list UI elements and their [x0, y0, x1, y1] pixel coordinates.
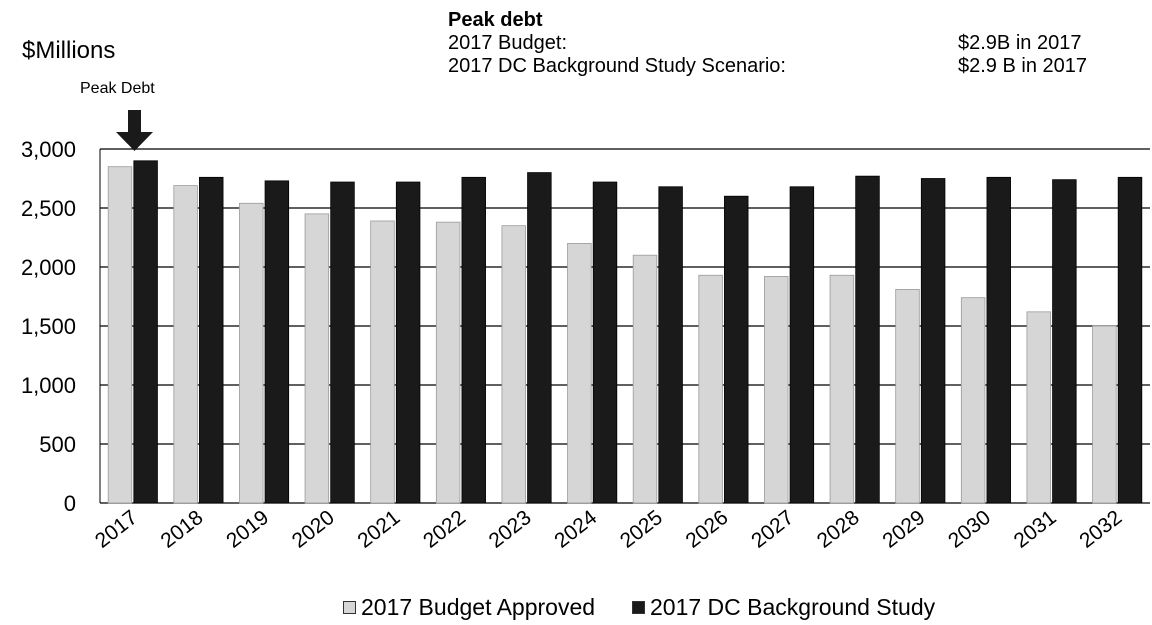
bar-dc-background-study — [920, 178, 946, 504]
bar-dc-background-study — [1052, 179, 1077, 504]
bar-budget-approved — [1026, 311, 1051, 504]
bar-budget-approved — [895, 289, 920, 504]
legend-swatch-budget — [343, 601, 356, 614]
bars-layer — [107, 160, 1143, 504]
x-tick-label: 2021 — [353, 506, 404, 553]
x-tick-label: 2019 — [222, 506, 273, 553]
bar-budget-approved — [173, 185, 198, 504]
x-tick-label: 2026 — [682, 506, 733, 553]
bar-budget-approved — [829, 274, 855, 504]
y-tick-label: 0 — [64, 491, 76, 516]
x-tick-label: 2028 — [813, 506, 864, 553]
peak-debt-annotation: Peak Debt — [80, 80, 155, 97]
bar-budget-approved — [435, 221, 461, 504]
x-tick-label: 2018 — [157, 506, 208, 553]
bar-budget-approved — [1092, 325, 1117, 504]
bar-dc-background-study — [724, 195, 749, 504]
bar-budget-approved — [764, 276, 789, 504]
x-tick-label: 2025 — [616, 506, 667, 553]
bar-dc-background-study — [461, 176, 486, 504]
x-tick-label: 2017 — [91, 506, 142, 553]
y-tick-label: 2,000 — [21, 255, 76, 280]
y-tick-label: 2,500 — [21, 196, 76, 221]
bar-budget-approved — [698, 274, 723, 504]
legend-label-budget: 2017 Budget Approved — [361, 594, 596, 620]
bar-dc-background-study — [1117, 176, 1143, 504]
bar-budget-approved — [960, 297, 986, 504]
peak-debt-title: Peak debt — [448, 9, 543, 31]
bar-budget-approved — [304, 213, 330, 504]
y-axis-unit-label: $Millions — [22, 37, 116, 64]
x-tick-label: 2020 — [288, 506, 339, 553]
bar-budget-approved — [239, 202, 264, 504]
bar-dc-background-study — [264, 180, 290, 504]
bar-dc-background-study — [133, 160, 158, 504]
bar-dc-background-study — [789, 186, 815, 504]
bar-budget-approved — [632, 254, 658, 504]
legend-item-budget: 2017 Budget Approved — [343, 594, 595, 621]
peak-debt-label-budget: 2017 Budget: — [448, 32, 567, 54]
bar-budget-approved — [567, 242, 592, 504]
bar-dc-background-study — [395, 181, 421, 504]
legend-item-dc-study: 2017 DC Background Study — [632, 594, 935, 621]
x-tick-label: 2023 — [485, 506, 536, 553]
x-tick-label: 2024 — [550, 506, 601, 553]
legend-swatch-dc-study — [632, 601, 645, 614]
x-tick-label: 2022 — [419, 506, 470, 553]
bar-budget-approved — [107, 166, 133, 504]
bar-dc-background-study — [527, 172, 552, 504]
bar-budget-approved — [501, 225, 526, 504]
peak-debt-arrow-head — [116, 132, 153, 151]
bar-dc-background-study — [658, 186, 683, 504]
y-tick-label: 500 — [39, 432, 76, 457]
peak-debt-arrow-shaft — [128, 110, 141, 132]
x-tick-label: 2032 — [1075, 506, 1126, 553]
y-tick-label: 1,000 — [21, 373, 76, 398]
bar-dc-background-study — [592, 181, 618, 504]
peak-debt-value-dc-study: $2.9 B in 2017 — [958, 55, 1087, 77]
peak-debt-label-dc-study: 2017 DC Background Study Scenario: — [448, 55, 786, 77]
x-tick-label: 2027 — [747, 506, 798, 553]
x-tick-label: 2029 — [878, 506, 929, 553]
peak-debt-value-budget: $2.9B in 2017 — [958, 32, 1082, 54]
bar-dc-background-study — [199, 176, 224, 504]
x-tick-label: 2030 — [944, 506, 995, 553]
bar-dc-background-study — [986, 176, 1011, 504]
x-tick-label: 2031 — [1010, 506, 1061, 553]
legend-label-dc-study: 2017 DC Background Study — [650, 594, 936, 620]
y-tick-label: 3,000 — [21, 137, 76, 162]
bar-budget-approved — [370, 220, 395, 504]
bar-dc-background-study — [330, 181, 355, 504]
y-tick-label: 1,500 — [21, 314, 76, 339]
peak-debt-arrow — [116, 110, 153, 151]
bar-dc-background-study — [855, 175, 880, 504]
